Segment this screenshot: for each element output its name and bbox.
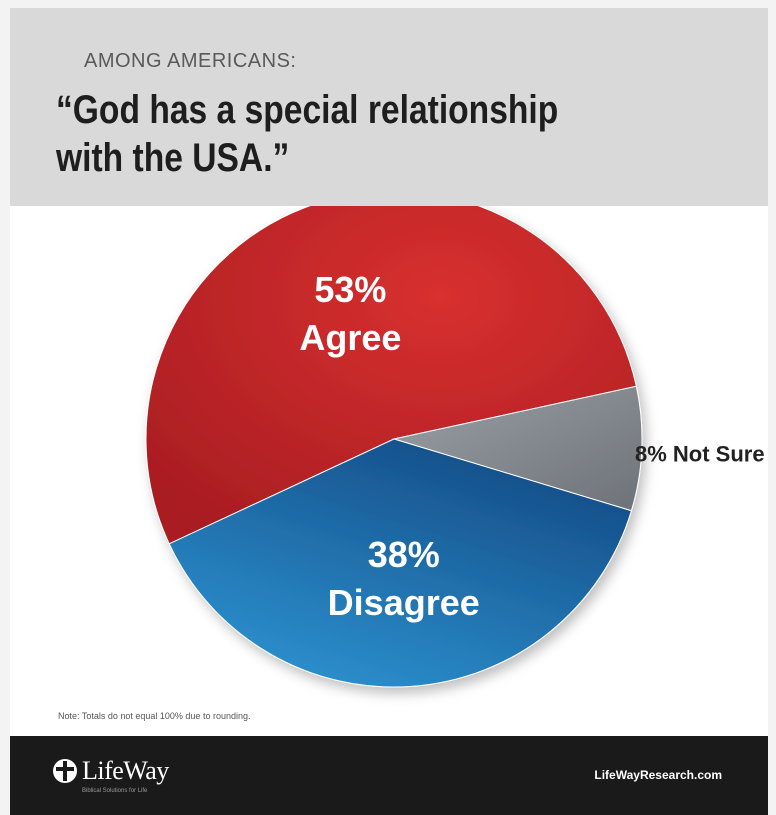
footnote: Note: Totals do not equal 100% due to ro… <box>58 711 251 721</box>
pie-label-not-sure: 8% Not Sure <box>635 442 765 467</box>
logo-wordmark: LifeWay <box>82 756 169 785</box>
logo-tagline: Biblical Solutions for Life <box>82 788 148 794</box>
kicker-text: AMONG AMERICANS: <box>84 50 297 72</box>
pie-slice-agree <box>145 206 637 545</box>
pie-slice-disagree <box>168 438 633 688</box>
pie-chart: 53% Agree 8% Not Sure 38% Disagree <box>10 206 768 736</box>
pie-chart-svg: 53% Agree 8% Not Sure 38% Disagree <box>145 206 765 688</box>
pie-value-disagree: 38% <box>368 534 440 575</box>
pie-slice-not-sure <box>392 385 643 512</box>
header-band: AMONG AMERICANS: “God has a special rela… <box>10 8 768 206</box>
infographic-card: AMONG AMERICANS: “God has a special rela… <box>10 8 768 815</box>
website-link[interactable]: LifeWayResearch.com <box>594 768 722 782</box>
lifeway-logo[interactable]: LifeWay Biblical Solutions for Life <box>52 754 252 794</box>
footer-band: LifeWay Biblical Solutions for Life Life… <box>10 736 768 815</box>
pie-value-agree: 53% <box>314 269 386 310</box>
pie-category-agree: Agree <box>299 317 401 358</box>
pie-category-disagree: Disagree <box>328 582 480 623</box>
headline-quote: “God has a special relationship with the… <box>56 88 559 180</box>
lifeway-cross-icon <box>53 759 77 783</box>
